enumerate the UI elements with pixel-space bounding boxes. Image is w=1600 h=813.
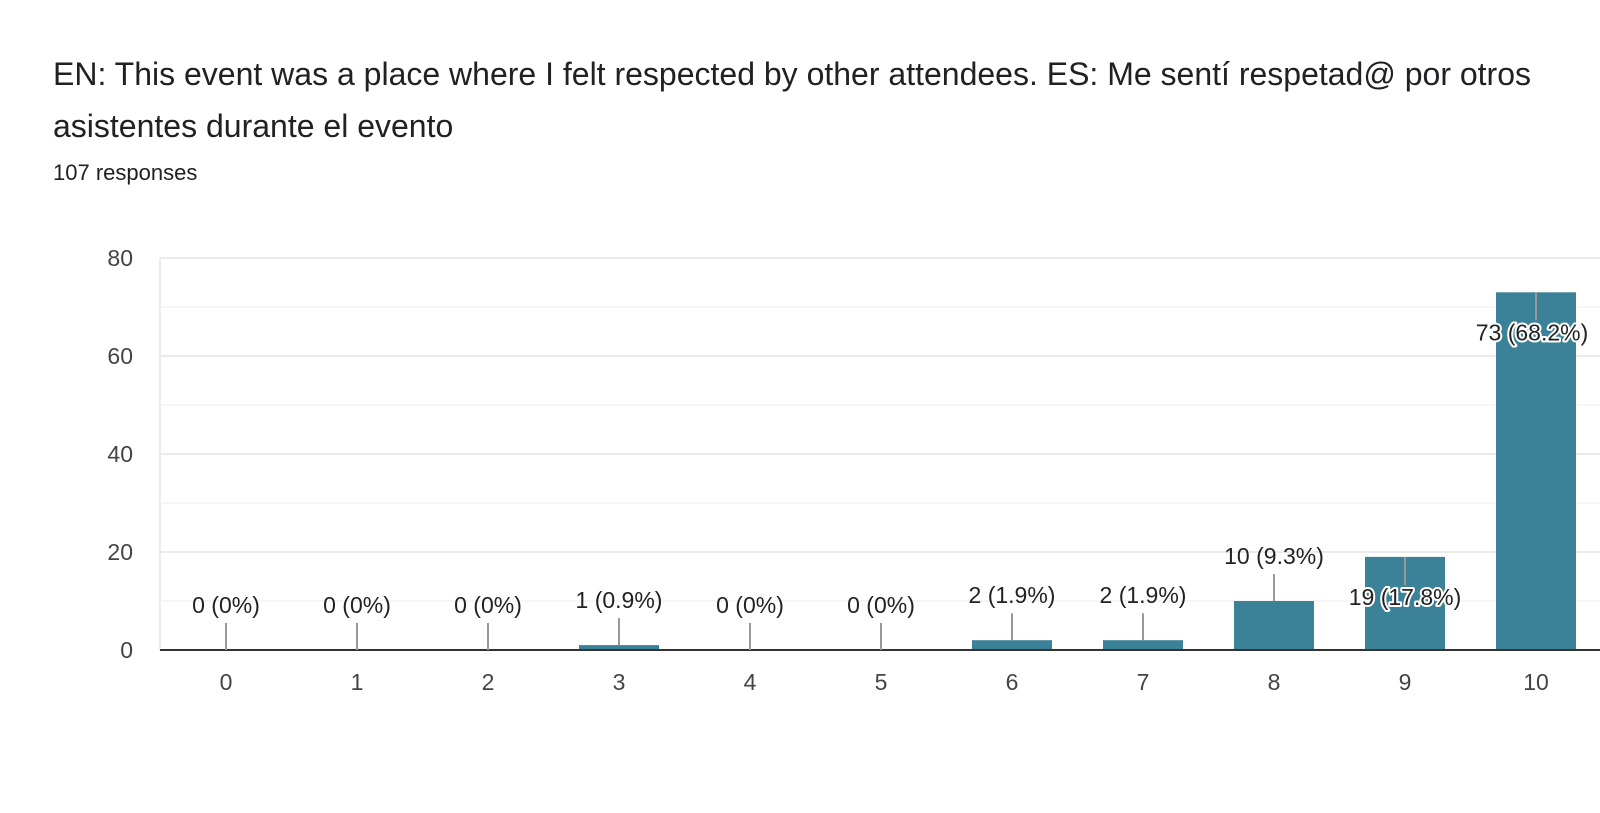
data-label-8: 10 (9.3%)	[1224, 543, 1324, 569]
data-labels: 0 (0%) 0 (0%) 0 (0%) 1 (0.9%) 0 (0%) 0 (0%) 2 …	[192, 292, 1590, 650]
y-tick-label: 20	[107, 539, 133, 565]
x-tick-label: 5	[875, 669, 888, 695]
data-label-9: 19 (17.8%)	[1349, 584, 1462, 610]
x-tick-label: 10	[1523, 669, 1549, 695]
data-label-6: 2 (1.9%)	[969, 582, 1056, 608]
x-tick-label: 2	[482, 669, 495, 695]
x-tick-label: 9	[1399, 669, 1412, 695]
y-tick-label: 60	[107, 343, 133, 369]
chart-title: EN: This event was a place where I felt …	[53, 56, 1531, 144]
y-tick-label: 40	[107, 441, 133, 467]
bar-7	[1103, 640, 1183, 650]
data-label-2: 0 (0%)	[454, 592, 522, 618]
data-label-5: 0 (0%)	[847, 592, 915, 618]
data-label-3: 1 (0.9%)	[576, 587, 663, 613]
x-tick-label: 8	[1268, 669, 1281, 695]
data-label-4: 0 (0%)	[716, 592, 784, 618]
data-label-10: 73 (68.2%)	[1476, 319, 1589, 345]
data-label-0: 0 (0%)	[192, 592, 260, 618]
bar-3	[579, 645, 659, 650]
gridlines	[159, 257, 1600, 650]
x-tick-label: 6	[1006, 669, 1019, 695]
bar-10	[1496, 292, 1576, 650]
y-axis-ticks: 0 20 40 60 80	[107, 245, 133, 663]
x-tick-label: 7	[1137, 669, 1150, 695]
bar-8	[1234, 601, 1314, 650]
bar-6	[972, 640, 1052, 650]
response-count: 107 responses	[53, 160, 198, 185]
y-tick-label: 80	[107, 245, 133, 271]
x-tick-label: 0	[220, 669, 233, 695]
y-tick-label: 0	[120, 637, 133, 663]
data-label-1: 0 (0%)	[323, 592, 391, 618]
x-tick-label: 3	[613, 669, 626, 695]
x-axis-ticks: 0 1 2 3 4 5 6 7 8 9 10	[220, 669, 1549, 695]
data-label-7: 2 (1.9%)	[1100, 582, 1187, 608]
x-tick-label: 4	[744, 669, 757, 695]
bars	[579, 292, 1576, 650]
x-tick-label: 1	[351, 669, 364, 695]
